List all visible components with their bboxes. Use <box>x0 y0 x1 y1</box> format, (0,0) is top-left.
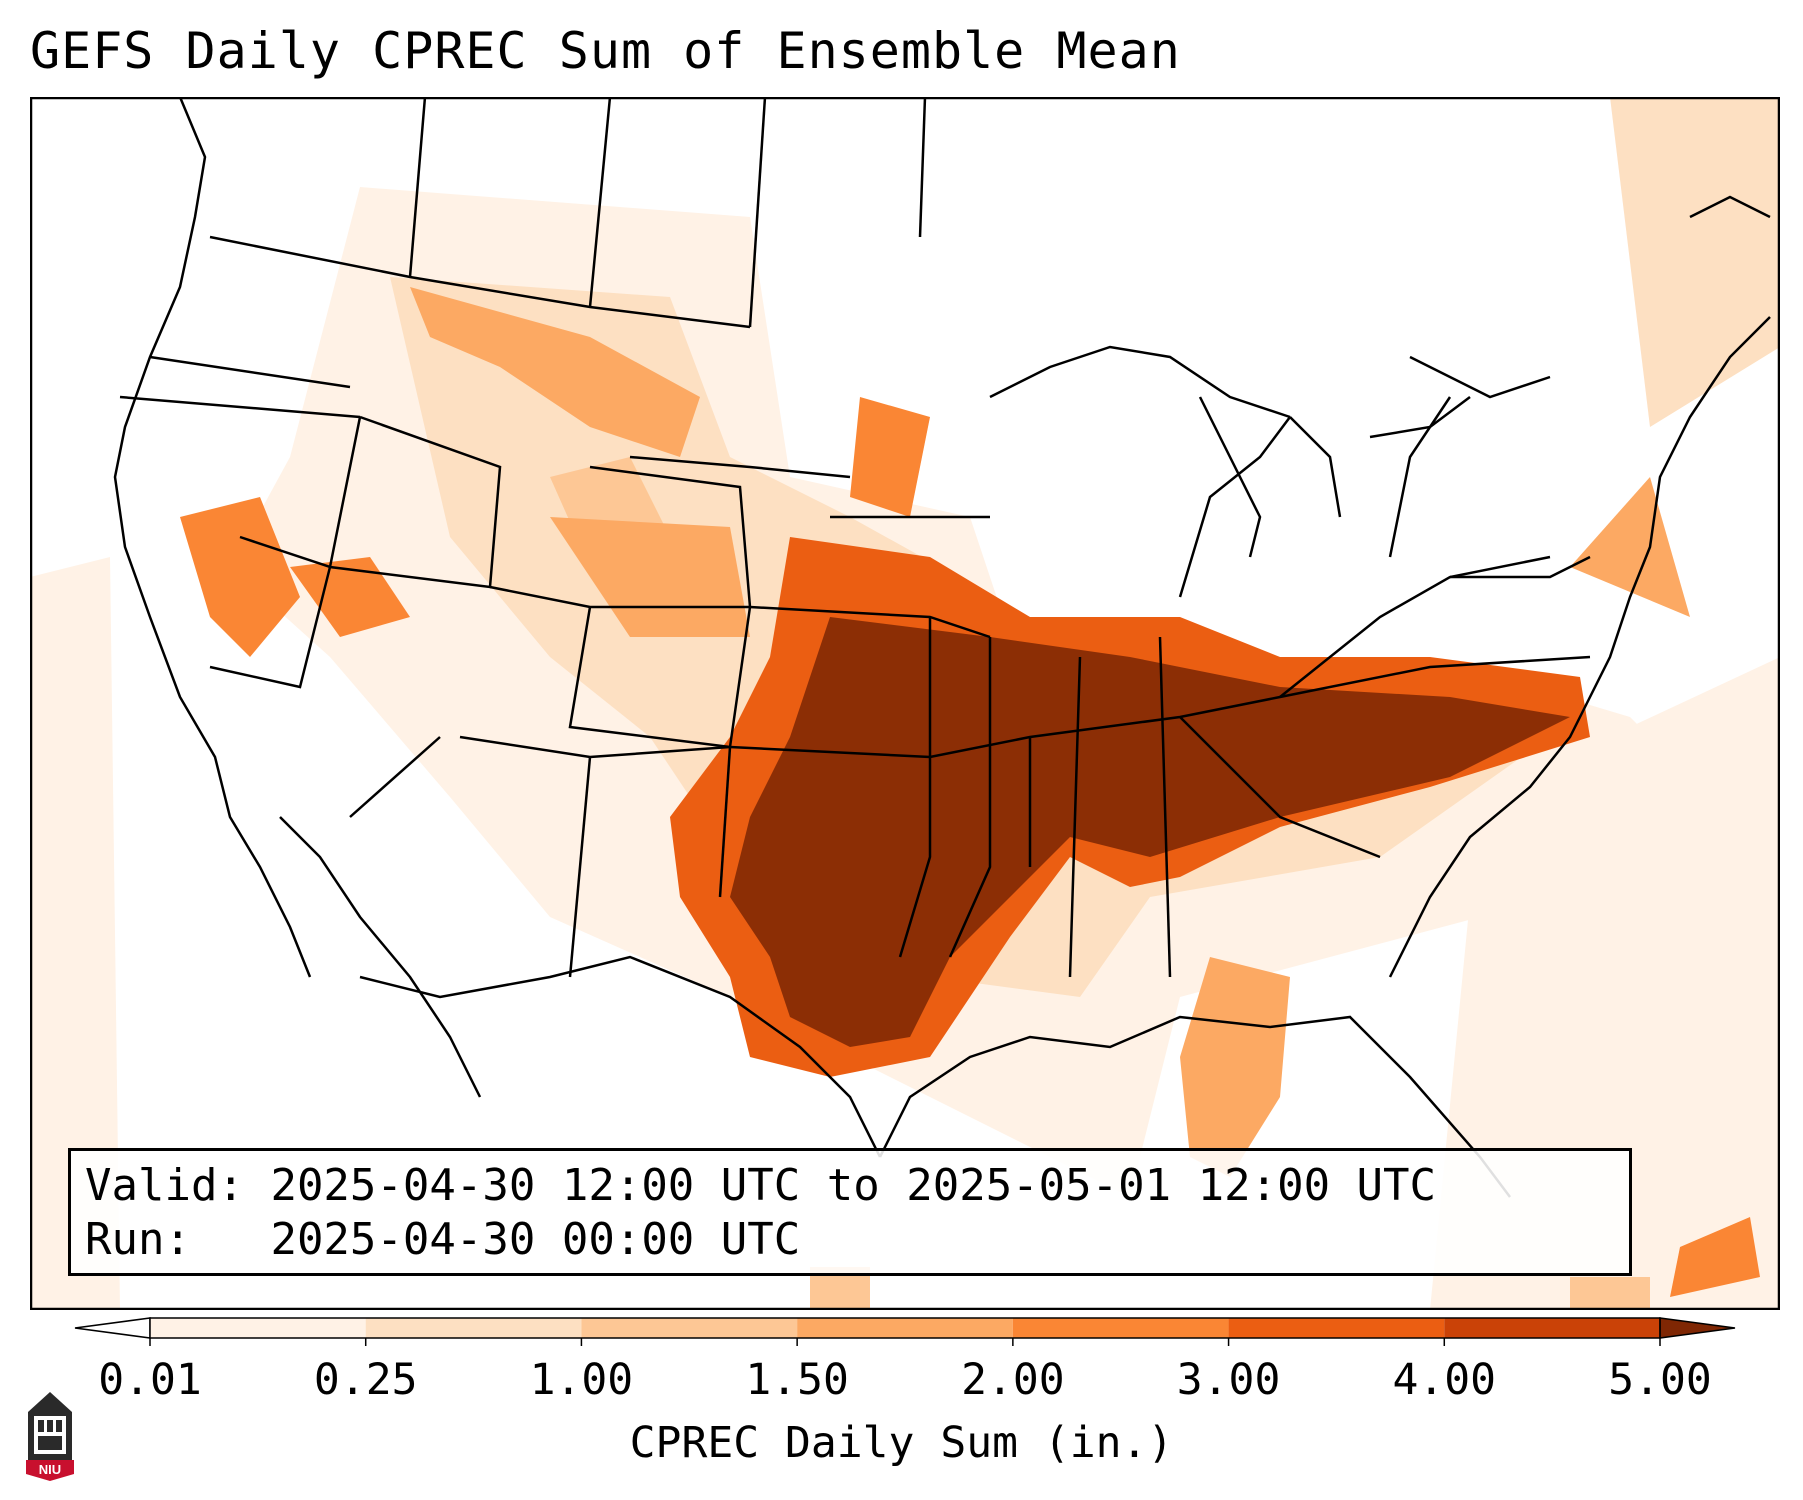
colorbar-tick-label: 0.01 <box>98 1355 202 1405</box>
colorbar-tick-label: 1.00 <box>529 1355 634 1405</box>
colorbar-segment <box>1012 1318 1229 1338</box>
valid-run-info: Valid: 2025-04-30 12:00 UTC to 2025-05-0… <box>68 1148 1632 1276</box>
colorbar-tick-label: 4.00 <box>1392 1355 1497 1405</box>
colorbar-tick-label: 1.50 <box>745 1355 849 1405</box>
run-text: 2025-04-30 00:00 UTC <box>270 1214 801 1265</box>
colorbar-segment <box>150 1318 366 1338</box>
colorbar-tick-label: 0.25 <box>313 1355 418 1405</box>
map-title: GEFS Daily CPREC Sum of Ensemble Mean <box>30 22 1181 80</box>
precip-field <box>30 97 1780 1310</box>
colorbar-under-arrow <box>74 1317 151 1339</box>
boundaries <box>113 97 1771 1198</box>
colorbar-tick-label: 5.00 <box>1608 1355 1712 1405</box>
colorbar <box>74 1317 1736 1346</box>
colorbar-segment <box>581 1318 798 1338</box>
colorbar-segment <box>1228 1318 1445 1338</box>
precipitation-map <box>30 97 1780 1310</box>
colorbar-segment <box>797 1318 1013 1338</box>
logo-text: NIU <box>39 1462 61 1477</box>
valid-text: 2025-04-30 12:00 UTC to 2025-05-01 12:00… <box>270 1160 1437 1211</box>
niu-logo: NIU <box>26 1392 74 1481</box>
colorbar-label: CPREC Daily Sum (in.) <box>629 1418 1174 1468</box>
colorbar-over-arrow <box>1659 1317 1736 1339</box>
valid-label: Valid: <box>85 1160 244 1211</box>
colorbar-tick-label: 2.00 <box>961 1355 1065 1405</box>
run-label: Run: <box>85 1214 191 1265</box>
colorbar-segment <box>1444 1318 1660 1338</box>
colorbar-tick-label: 3.00 <box>1176 1355 1281 1405</box>
colorbar-segment <box>365 1318 582 1338</box>
colorbar-frame <box>149 1317 1661 1339</box>
